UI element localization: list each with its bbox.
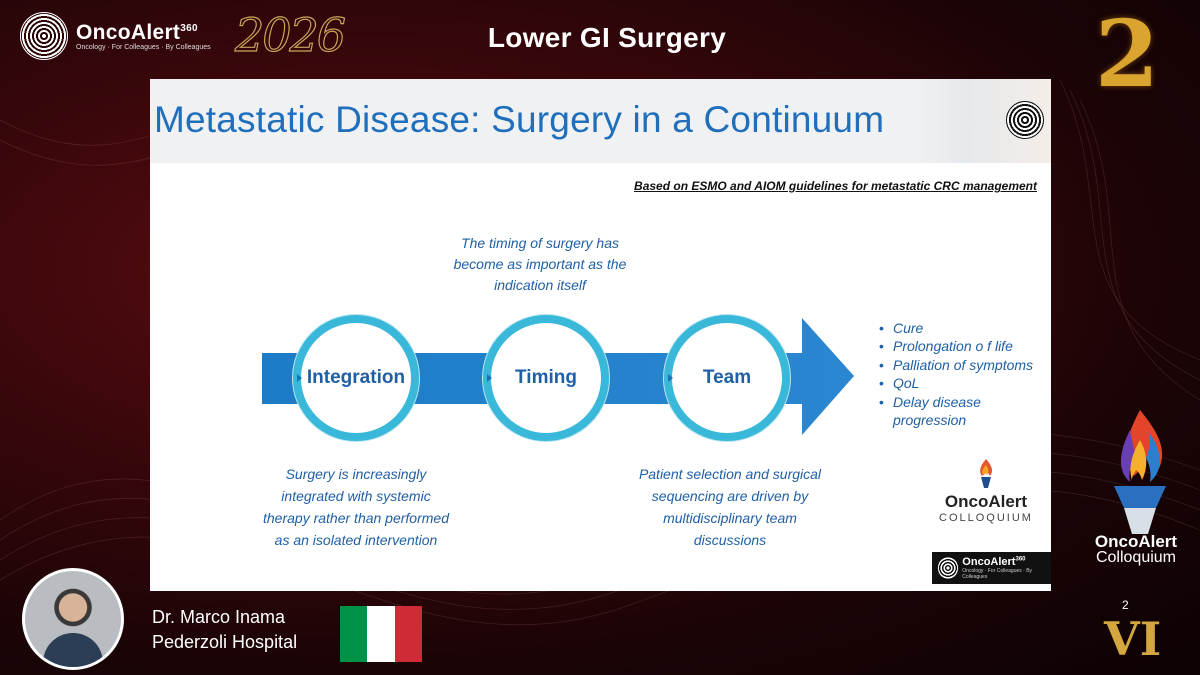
slide-header-bar [150, 79, 1051, 163]
chevron-right-icon [297, 374, 302, 382]
speaker-photo [22, 568, 124, 670]
outcomes-list: Cure Prolongation o f life Palliation of… [877, 319, 1051, 429]
torch-icon [980, 459, 993, 488]
oncoalert-small-logo: OncoAlert360 Oncology · For Colleagues · … [932, 552, 1051, 584]
circle-team: Team [664, 315, 790, 441]
speaker-info: Dr. Marco Inama Pederzoli Hospital [152, 605, 297, 655]
target-icon [938, 557, 959, 579]
chevron-right-icon [668, 374, 673, 382]
event-sub: Colloquium [1095, 549, 1177, 566]
brand-sup: 360 [180, 23, 198, 34]
circle-label-timing: Timing [515, 367, 577, 388]
colloquium-torch-icon [1114, 410, 1166, 534]
guideline-note: Based on ESMO and AIOM guidelines for me… [634, 179, 1037, 193]
event-name: OncoAlert [1094, 532, 1178, 551]
oncoalert-logo: OncoAlert360 Oncology · For Colleagues ·… [20, 12, 211, 60]
outcome-item: Prolongation o f life [877, 337, 1051, 356]
outcome-item: Cure [877, 319, 1051, 338]
small-logo-name: OncoAlert [962, 556, 1016, 568]
chevron-right-icon [487, 374, 492, 382]
brand-name: OncoAlert [76, 21, 181, 44]
target-icon [1006, 101, 1044, 139]
circle-integration: Integration [293, 315, 419, 441]
colloquium-logo-sub: COLLOQUIUM [939, 512, 1033, 524]
small-logo-tagline: Oncology · For Colleagues · By Colleague… [962, 568, 1033, 580]
edition-roman: VI [1104, 612, 1162, 666]
integration-note: Surgery is increasingly integrated with … [263, 466, 449, 548]
day-number: 2 [1095, 0, 1160, 108]
flag-stripe-white [367, 606, 395, 662]
outcome-item: QoL [877, 374, 1051, 393]
circle-timing: Timing [483, 315, 609, 441]
event-logo: OncoAlert Colloquium [1080, 532, 1192, 567]
italy-flag [340, 606, 422, 662]
slide-title: Metastatic Disease: Surgery in a Continu… [154, 99, 885, 140]
circle-label-team: Team [702, 367, 752, 388]
outcome-item: Palliation of symptoms [877, 356, 1051, 375]
circle-label-integration: Integration [306, 367, 406, 388]
timing-note: The timing of surgery has become as impo… [453, 235, 627, 293]
speaker-name: Dr. Marco Inama [152, 607, 286, 627]
team-note: Patient selection and surgical sequencin… [638, 466, 822, 548]
small-logo-sup: 360 [1015, 556, 1026, 563]
flag-stripe-red [394, 606, 422, 662]
outcome-item: Delay disease progression [877, 393, 1051, 430]
year-2026: 2026 [234, 7, 346, 62]
presentation-slide: Metastatic Disease: Surgery in a Continu… [150, 79, 1051, 591]
colloquium-logo-name: OncoAlert [944, 492, 1028, 511]
speaker-affiliation: Pederzoli Hospital [152, 632, 298, 652]
edition-small: 2 [1122, 598, 1129, 612]
colloquium-logo: OncoAlert COLLOQUIUM [936, 457, 1036, 524]
speaker-photo-body [43, 633, 103, 667]
session-title: Lower GI Surgery [487, 22, 727, 53]
brand-tagline: Oncology · For Colleagues · By Colleague… [76, 44, 211, 51]
target-icon [20, 12, 68, 60]
flag-stripe-green [340, 606, 368, 662]
